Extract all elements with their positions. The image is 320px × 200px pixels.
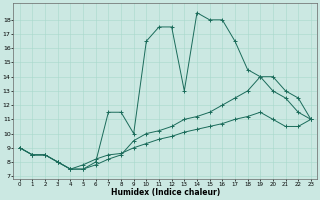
X-axis label: Humidex (Indice chaleur): Humidex (Indice chaleur): [111, 188, 220, 197]
